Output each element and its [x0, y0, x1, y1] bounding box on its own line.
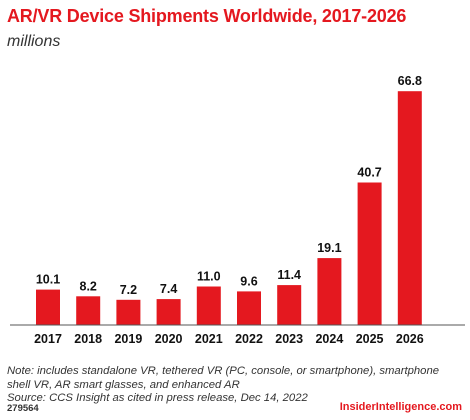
bar-2020 [156, 299, 181, 325]
data-label-2020: 7.4 [160, 282, 177, 296]
data-label-2025: 40.7 [357, 166, 381, 180]
data-label-2024: 19.1 [317, 241, 341, 255]
x-tick-2023: 2023 [275, 332, 303, 346]
data-label-2022: 9.6 [240, 274, 257, 288]
chart-title: AR/VR Device Shipments Worldwide, 2017-2… [7, 6, 407, 26]
bar-chart: 10.1 2017 8.2 2018 7.2 2019 7.4 2020 11.0 2021 9.6… [10, 74, 465, 346]
data-label-2018: 8.2 [80, 279, 97, 293]
bar-2019 [116, 299, 141, 325]
brand-logo-text: InsiderIntelligence.com [339, 401, 462, 413]
bar-2018 [76, 296, 101, 325]
data-label-2021: 11.0 [197, 270, 221, 284]
chart-notes: Note: includes standalone VR, tethered V… [7, 365, 465, 406]
x-tick-2019: 2019 [114, 332, 142, 346]
data-label-2017: 10.1 [36, 273, 60, 287]
bar-2017 [36, 289, 60, 325]
x-tick-2017: 2017 [34, 332, 62, 346]
note-text: Note: includes standalone VR, tethered V… [7, 365, 440, 391]
chart-subtitle: millions [7, 33, 61, 50]
bar-2026 [397, 91, 422, 325]
data-label-2026: 66.8 [398, 74, 422, 88]
data-label-2019: 7.2 [120, 283, 137, 297]
bar-2025 [357, 182, 382, 325]
x-tick-2025: 2025 [356, 332, 384, 346]
x-tick-2024: 2024 [315, 332, 343, 346]
x-tick-2021: 2021 [195, 332, 223, 346]
bar-2021 [196, 286, 221, 325]
source-text: Source: CCS Insight as cited in press re… [7, 392, 308, 404]
x-tick-2018: 2018 [74, 332, 102, 346]
bar-2024 [317, 258, 342, 325]
x-tick-2022: 2022 [235, 332, 263, 346]
chart-id: 279564 [7, 403, 39, 414]
bar-2023 [277, 285, 302, 325]
data-label-2023: 11.4 [277, 268, 301, 282]
x-tick-2020: 2020 [155, 332, 183, 346]
x-tick-2026: 2026 [396, 332, 424, 346]
bar-2022 [237, 291, 261, 325]
